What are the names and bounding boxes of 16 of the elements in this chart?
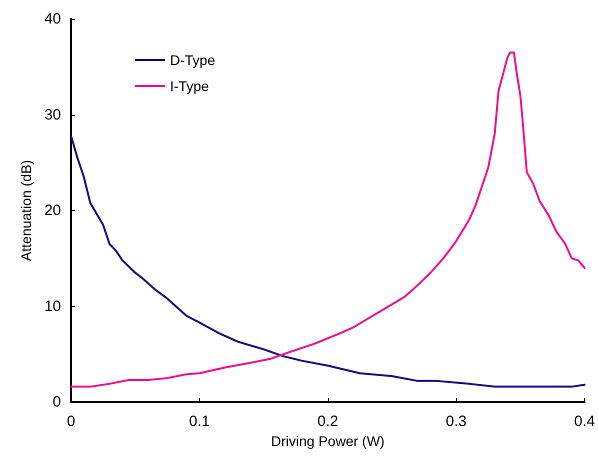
- y-tick-label: 20: [44, 202, 61, 219]
- legend-label: D-Type: [170, 52, 216, 68]
- legend-label: I-Type: [170, 78, 210, 94]
- line-series: [70, 52, 586, 388]
- x-tick-label: 0.4: [574, 413, 596, 430]
- x-tick-label: 0.3: [446, 413, 467, 430]
- x-tick-label: 0.1: [188, 413, 210, 430]
- x-tick-label: 0.2: [317, 413, 338, 430]
- y-tick-label: 40: [44, 10, 61, 28]
- line-series: [70, 134, 586, 388]
- y-axis-title: Attenuation (dB): [18, 160, 34, 262]
- x-axis-title: Driving Power (W): [271, 432, 385, 449]
- x-tick-label: 0: [66, 413, 76, 430]
- y-tick-label: 10: [44, 298, 61, 315]
- y-tick-label: 30: [44, 106, 61, 124]
- y-tick-label: 0: [52, 394, 61, 410]
